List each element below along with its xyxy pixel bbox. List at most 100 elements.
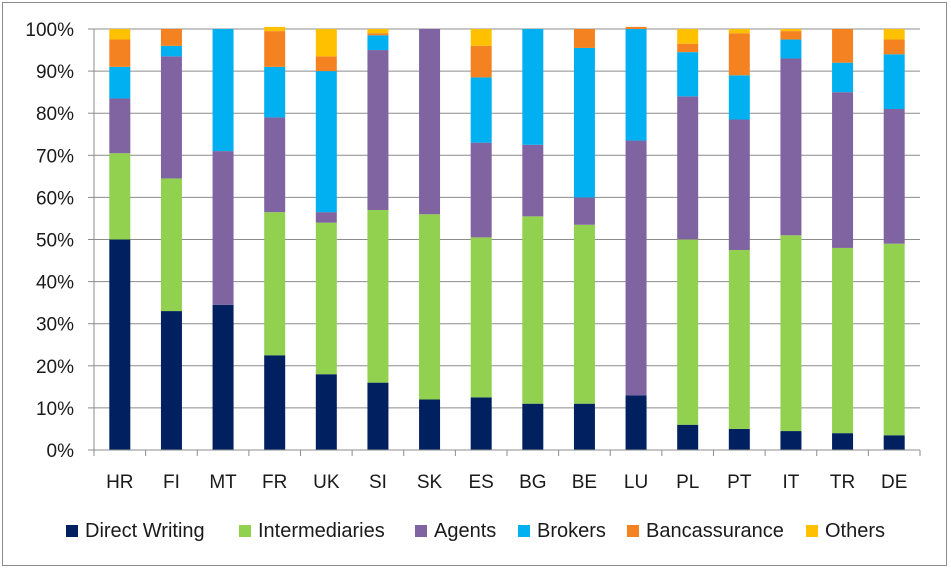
bar-hr-agents (109, 98, 131, 154)
bar-tr-brokers (832, 62, 854, 93)
y-tick-label: 80% (36, 104, 74, 125)
bar-fi-brokers (160, 45, 182, 57)
axes (93, 29, 921, 456)
legend-item-others: Others (806, 518, 885, 544)
bar-fr-others (264, 26, 286, 32)
bar-si-others (367, 29, 389, 34)
x-tick-label: FI (163, 472, 180, 493)
x-tick-label: HR (106, 472, 133, 493)
x-axis-tick-labels: HR FI MT FR UK SI SK ES BG BE LU PL PT IT TR DE (106, 472, 907, 493)
y-tick-label: 100% (25, 20, 74, 41)
bar-es-others (470, 29, 492, 46)
legend-item-bancassurance: Bancassurance (627, 518, 784, 544)
bar-fr-direct-writing (264, 355, 286, 450)
x-tick-label: MT (209, 472, 237, 493)
bar-tr-agents (832, 92, 854, 248)
y-tick-label: 60% (36, 188, 74, 209)
legend-swatch (518, 525, 530, 537)
bar-hr-others (109, 29, 131, 40)
bar-uk-agents (315, 212, 337, 223)
bar-sk-agents (419, 29, 441, 215)
legend-swatch (66, 525, 78, 537)
bar-mt-agents (212, 151, 234, 305)
x-tick-label: PL (676, 472, 699, 493)
bar-tr-direct-writing (832, 433, 854, 450)
bar-bg-brokers (522, 29, 544, 145)
bar-uk-intermediaries (315, 222, 337, 375)
y-tick-label: 10% (36, 399, 74, 420)
legend-item-intermediaries: Intermediaries (239, 518, 385, 544)
legend-swatch (239, 525, 251, 537)
x-tick-label: SK (417, 472, 443, 493)
x-tick-label: FR (262, 472, 287, 493)
y-tick-label: 70% (36, 146, 74, 167)
x-tick-label: LU (624, 472, 648, 493)
bar-pl-agents (677, 96, 699, 240)
bar-tr-bancassurance (832, 29, 854, 63)
bar-tr-intermediaries (832, 247, 854, 434)
bar-fi-intermediaries (160, 178, 182, 312)
y-tick-label: 0% (47, 441, 75, 462)
bar-be-bancassurance (573, 29, 595, 48)
bar-be-direct-writing (573, 403, 595, 450)
legend: Direct Writing Intermediaries Agents Broker… (0, 518, 951, 544)
bar-de-intermediaries (883, 243, 905, 436)
x-tick-label: PT (727, 472, 752, 493)
bar-fr-intermediaries (264, 212, 286, 356)
bar-uk-bancassurance (315, 56, 337, 72)
y-axis-tick-labels: 0% 10% 20% 30% 40% 50% 60% 70% 80% 90% 100% (25, 20, 74, 462)
y-tick-label: 40% (36, 273, 74, 294)
x-tick-label: IT (782, 472, 799, 493)
bar-bg-intermediaries (522, 216, 544, 404)
bar-it-direct-writing (780, 431, 802, 450)
bar-bg-direct-writing (522, 403, 544, 450)
bar-it-agents (780, 58, 802, 236)
bar-lu-agents (625, 140, 647, 396)
bar-pt-brokers (728, 75, 750, 120)
y-tick-label: 30% (36, 315, 74, 336)
bars (109, 26, 905, 451)
legend-label: Bancassurance (646, 519, 784, 542)
bar-uk-brokers (315, 71, 337, 213)
bar-pt-direct-writing (728, 428, 750, 450)
bar-es-brokers (470, 77, 492, 143)
bar-hr-intermediaries (109, 153, 131, 240)
bar-it-intermediaries (780, 235, 802, 432)
legend-item-agents: Agents (415, 518, 496, 544)
bar-mt-brokers (212, 29, 234, 152)
bar-uk-direct-writing (315, 374, 337, 450)
x-tick-label: UK (313, 472, 340, 493)
legend-swatch (627, 525, 639, 537)
bar-fr-bancassurance (264, 31, 286, 67)
bar-pt-agents (728, 119, 750, 251)
bar-pl-brokers (677, 52, 699, 97)
bar-si-intermediaries (367, 210, 389, 383)
legend-item-brokers: Brokers (518, 518, 606, 544)
bar-sk-intermediaries (419, 214, 441, 400)
bar-lu-bancassurance (625, 26, 647, 29)
legend-label: Intermediaries (258, 519, 385, 542)
bar-pt-intermediaries (728, 250, 750, 429)
bar-fi-bancassurance (160, 29, 182, 46)
x-tick-label: ES (469, 472, 494, 493)
bar-es-bancassurance (470, 45, 492, 78)
x-tick-label: BG (519, 472, 546, 493)
legend-swatch (806, 525, 818, 537)
bar-de-brokers (883, 54, 905, 109)
bar-mt-direct-writing (212, 304, 234, 450)
legend-label: Direct Writing (85, 519, 205, 542)
bar-de-bancassurance (883, 39, 905, 55)
x-tick-label: TR (830, 472, 855, 493)
bar-si-agents (367, 50, 389, 211)
bar-be-intermediaries (573, 224, 595, 404)
bar-be-brokers (573, 47, 595, 198)
y-tick-label: 20% (36, 357, 74, 378)
legend-item-direct-writing: Direct Writing (66, 518, 205, 544)
bar-fr-agents (264, 117, 286, 213)
bar-it-brokers (780, 39, 802, 59)
x-tick-label: DE (881, 472, 907, 493)
legend-label: Brokers (537, 519, 606, 542)
bar-de-agents (883, 108, 905, 244)
bar-es-intermediaries (470, 237, 492, 398)
bar-fr-brokers (264, 66, 286, 118)
